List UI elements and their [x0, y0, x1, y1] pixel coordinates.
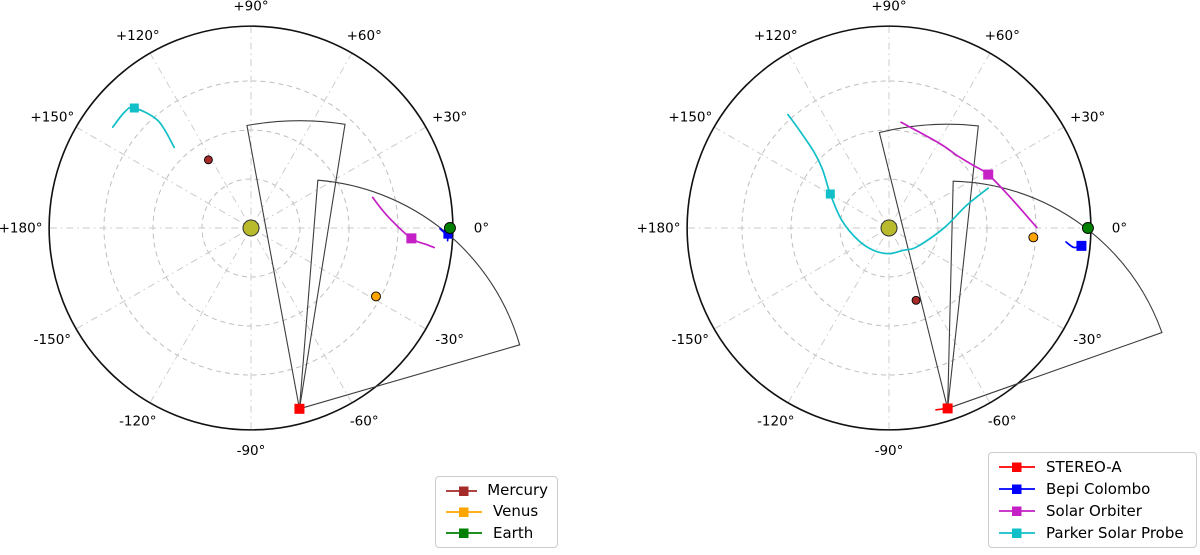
angle-tick-label: +150° [668, 109, 712, 125]
trajectory-solar-orbiter-right [900, 121, 1038, 229]
angle-tick-label: -30° [435, 332, 464, 348]
legend-label: STEREO-A [1046, 457, 1122, 476]
legend-label: Mercury [487, 481, 548, 500]
marker-mercury-right [911, 295, 921, 305]
angle-tick-label: -150° [34, 332, 71, 348]
stereo-fov-cone-wide-right [947, 180, 1163, 410]
legend-marker-stereo-a-icon [999, 462, 1035, 472]
marker-stereo-a-right [942, 403, 953, 414]
marker-venus-left [371, 291, 381, 302]
angle-tick-label: +90° [871, 0, 906, 14]
marker-bepi-colombo-left [443, 229, 453, 239]
legend-marker-bepi-colombo-icon [999, 484, 1035, 494]
marker-solar-orbiter-right [983, 169, 994, 180]
legend-entry-solar-orbiter: Solar Orbiter [998, 501, 1187, 520]
legend-marker-parker-solar-probe-icon [999, 528, 1035, 538]
angle-tick-label: -60° [988, 413, 1017, 429]
angle-tick-label: -30° [1073, 332, 1102, 348]
trajectory-parker-solar-probe-left [111, 106, 176, 149]
angle-tick-label: 0° [1112, 221, 1127, 237]
stereo-fov-cone-narrow-right [878, 123, 979, 409]
angle-tick-label: 0° [474, 221, 489, 237]
trajectory-parker-solar-probe-right [787, 113, 989, 255]
angle-tick-label: -90° [875, 443, 904, 459]
angle-tick-label: +180° [0, 221, 42, 237]
legend-entry-bepi-colombo: Bepi Colombo [998, 479, 1187, 498]
angle-tick-label: +60° [985, 28, 1020, 44]
legend-label: Venus [493, 502, 539, 521]
legend-entry-parker-solar-probe: Parker Solar Probe [998, 523, 1187, 542]
legend-marker-mercury-icon [446, 486, 478, 496]
angle-tick-label: +120° [754, 28, 798, 44]
marker-mercury-left [203, 155, 213, 165]
legend-marker-solar-orbiter-icon [999, 506, 1035, 516]
legend-label: Bepi Colombo [1046, 479, 1151, 498]
legend-entry-earth: Earth [445, 523, 548, 542]
marker-bepi-colombo-right [1076, 240, 1087, 251]
angle-tick-label: -60° [350, 413, 379, 429]
legend-entry-stereo-a: STEREO-A [998, 457, 1187, 476]
marker-stereo-a-left [294, 403, 305, 414]
legend-entry-mercury: Mercury [445, 483, 548, 498]
marker-venus-right [1028, 232, 1039, 243]
angle-tick-label: -120° [119, 413, 156, 429]
angle-tick-label: +60° [347, 28, 382, 44]
legend-marker-venus-icon [446, 507, 482, 517]
stereo-fov-cone-narrow-left [246, 120, 346, 409]
marker-sun-left [242, 219, 260, 237]
marker-earth-right [1081, 222, 1094, 234]
legend-marker-earth-icon [446, 528, 482, 539]
legend-panel-right: STEREO-A Bepi Colombo Solar Orbiter Parker … [988, 452, 1197, 548]
stereo-fov-cone-wide-left [298, 179, 521, 410]
angle-tick-label: +30° [1070, 109, 1105, 125]
legend-label: Earth [493, 523, 534, 542]
angle-tick-label: -120° [757, 413, 794, 429]
angle-tick-label: +90° [233, 0, 268, 14]
angle-tick-label: -90° [237, 443, 266, 459]
marker-solar-orbiter-left [406, 233, 417, 244]
angle-tick-label: +120° [116, 28, 160, 44]
marker-parker-solar-probe-left [129, 103, 139, 113]
angle-tick-label: +180° [637, 221, 681, 237]
legend-label: Solar Orbiter [1046, 501, 1142, 520]
panel-left: 0° +30° +60° +90° +120° +150° +180° -150° -120° -… [0, 0, 521, 459]
panel-right: 0° +30° +60° +90° +120° +150° +180° -150° -120° -… [637, 0, 1163, 459]
marker-parker-solar-probe-right [825, 189, 835, 199]
marker-earth-left [443, 222, 456, 234]
marker-sun-right [880, 219, 898, 237]
angle-tick-label: -150° [672, 332, 709, 348]
legend-panel-left: Mercury Venus Earth [435, 476, 558, 548]
legend-label: Parker Solar Probe [1046, 523, 1184, 542]
angle-tick-label: +150° [30, 109, 74, 125]
angle-tick-label: +30° [432, 109, 467, 125]
legend-entry-venus: Venus [445, 504, 548, 519]
